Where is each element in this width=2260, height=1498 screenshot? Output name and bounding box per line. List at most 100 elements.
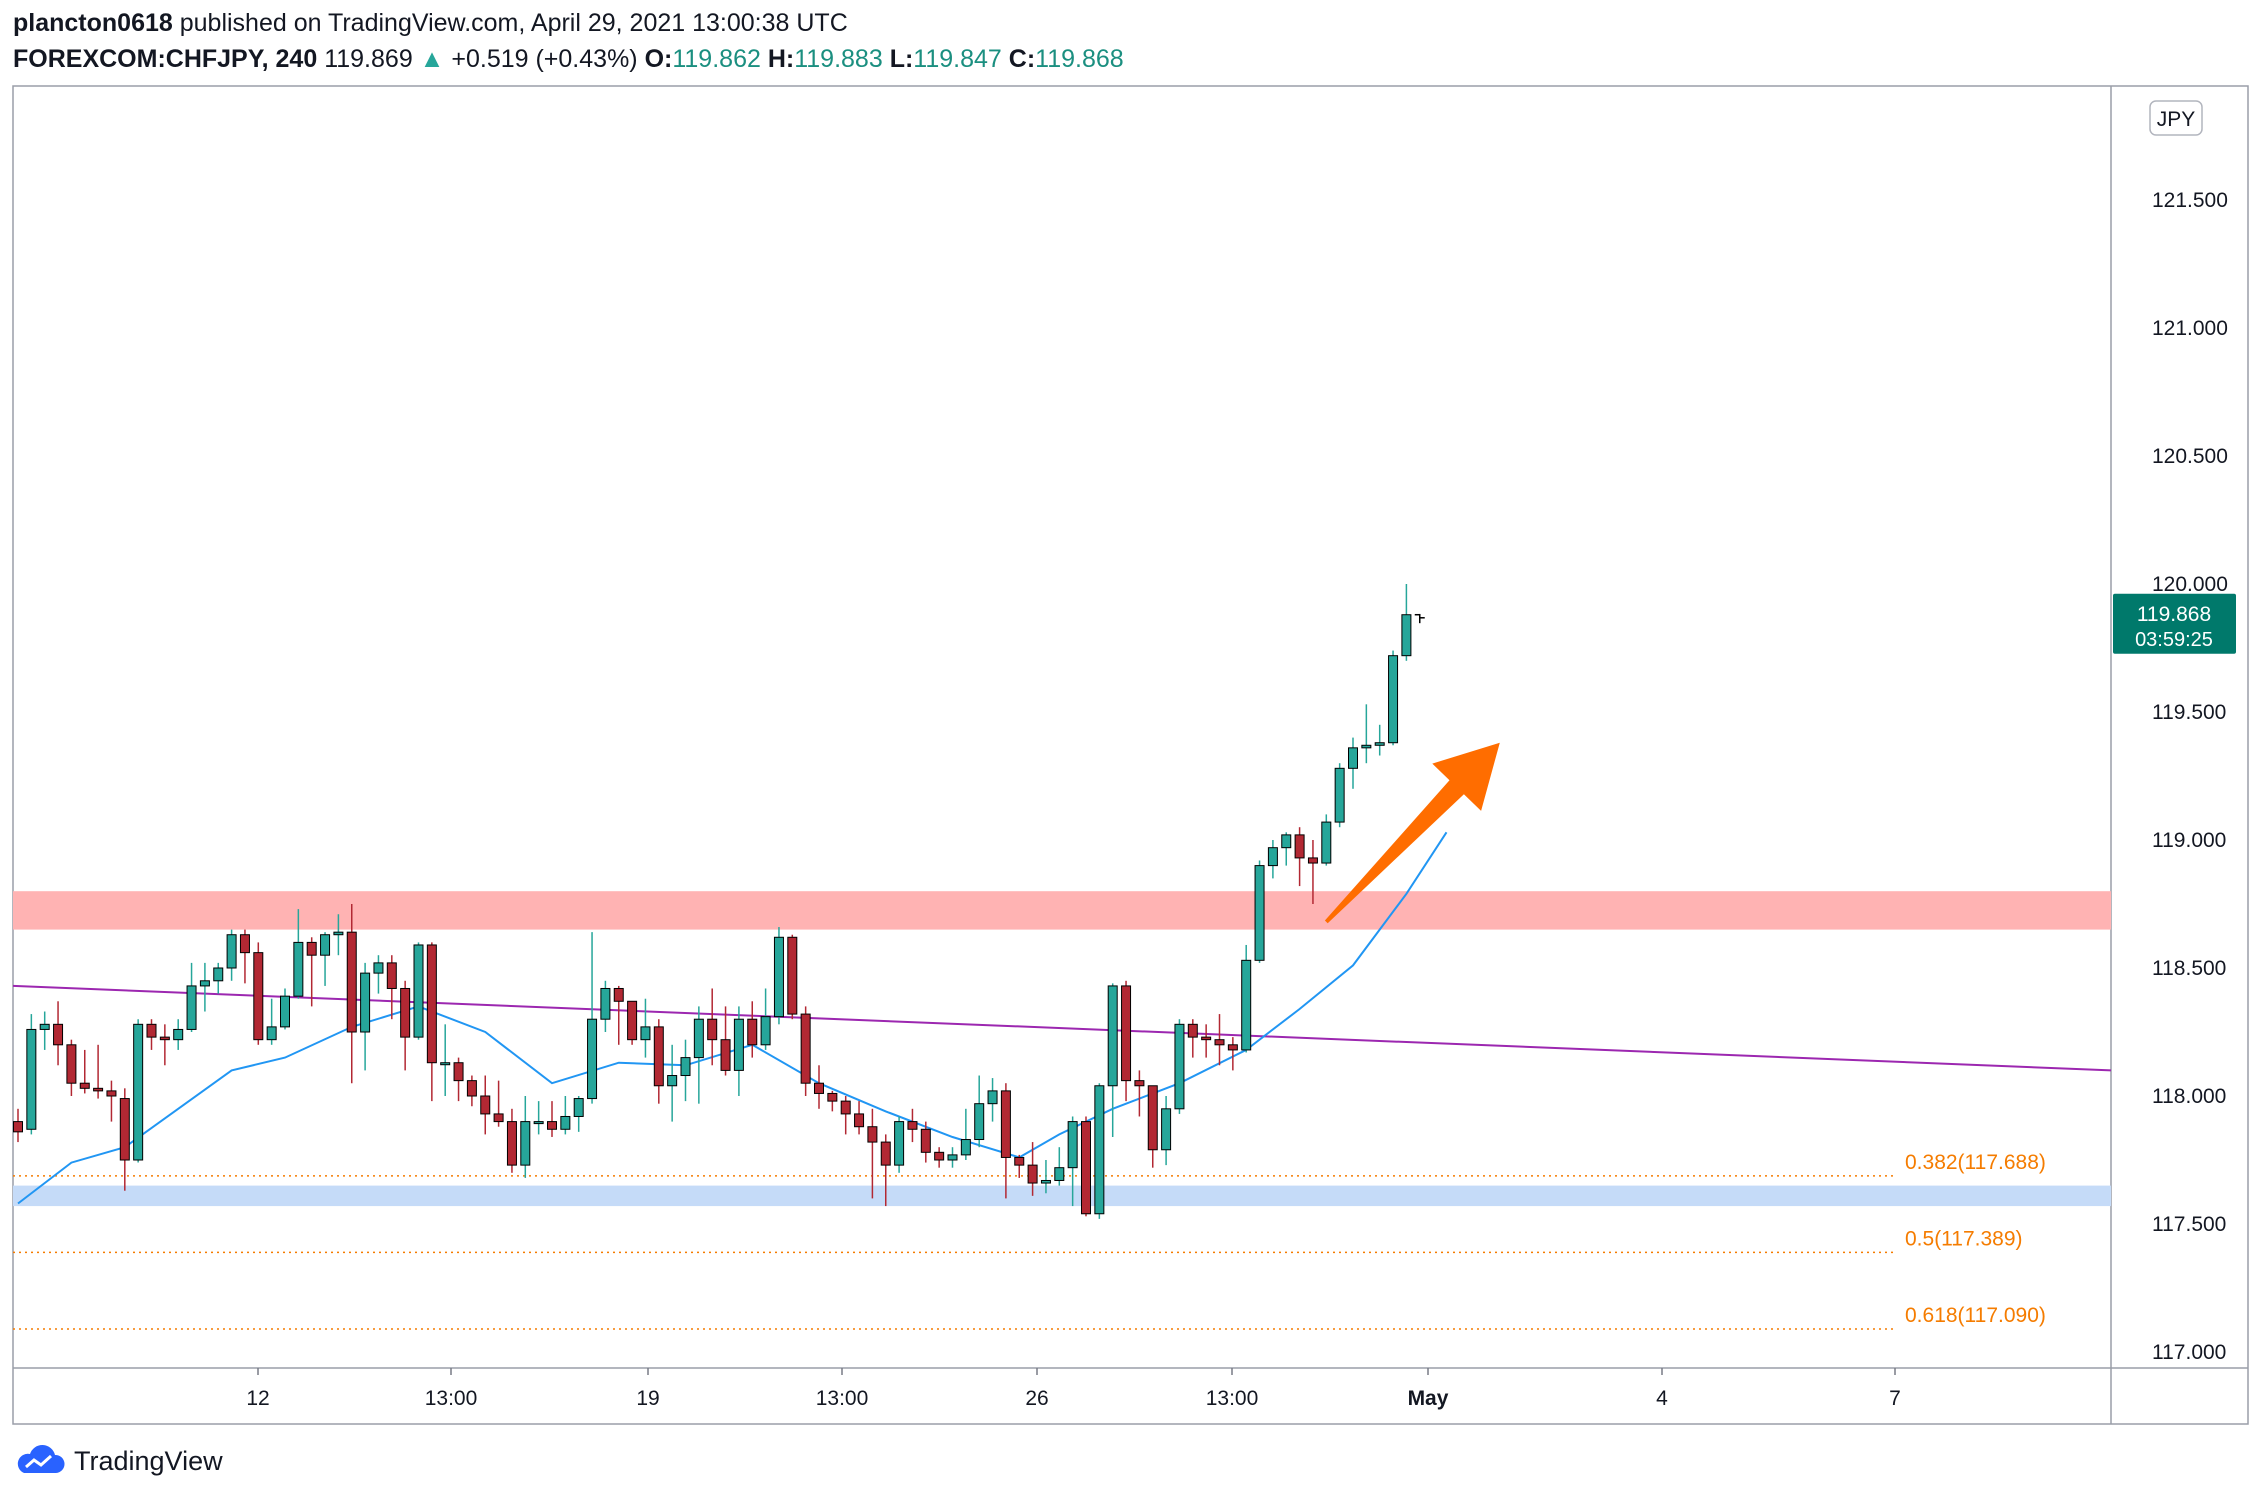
candle <box>667 1044 678 1122</box>
candle <box>280 988 290 1030</box>
candle <box>480 1075 491 1135</box>
candle <box>66 1039 77 1096</box>
candle <box>974 1075 985 1148</box>
candle <box>1040 1160 1051 1194</box>
candle <box>93 1044 104 1099</box>
price-tick-label: 120.500 <box>2152 445 2228 468</box>
fib-label: 0.5(117.389) <box>1905 1227 2023 1250</box>
price-tick-label: 121.000 <box>2152 317 2228 340</box>
last-price-badge-bg <box>2113 593 2236 654</box>
candle <box>293 909 304 999</box>
high-label: H: <box>767 45 795 73</box>
low-value: 119.847 <box>913 45 1002 73</box>
candle <box>733 1006 744 1096</box>
candle <box>547 1101 557 1137</box>
candle <box>533 1101 544 1135</box>
symbol-legend: FOREXCOM:CHFJPY, 240 119.869 ▲ +0.519 (+… <box>13 42 1124 76</box>
candle <box>587 932 598 1104</box>
time-tick-label: 13:00 <box>816 1387 869 1410</box>
price-tick-label: 117.500 <box>2152 1213 2226 1236</box>
price-tick-label: 119.500 <box>2152 701 2226 724</box>
trendline[interactable] <box>12 984 2112 1072</box>
candle <box>920 1121 931 1163</box>
time-tick-label: May <box>1408 1387 1449 1410</box>
candle <box>453 1057 464 1102</box>
candle <box>800 1006 811 1096</box>
close-label: C: <box>1008 45 1036 73</box>
candle <box>1361 704 1372 764</box>
candle <box>253 942 264 1045</box>
candle <box>1107 983 1118 1137</box>
candle <box>506 1108 517 1173</box>
fib-label: 0.618(117.090) <box>1905 1304 2046 1327</box>
fibonacci-levels: 0.382(117.688) 0.5(117.389) 0.618(117.090) <box>13 1151 2046 1330</box>
candle <box>1081 1116 1091 1217</box>
candle <box>346 904 357 1084</box>
close-value: 119.868 <box>1035 45 1124 73</box>
time-tick-label: 13:00 <box>425 1387 478 1410</box>
time-axis[interactable]: 12 13:00 19 13:00 26 13:00 May 4 7 <box>246 1368 1901 1410</box>
candlestick-series <box>13 584 1425 1219</box>
time-tick-label: 12 <box>246 1387 269 1410</box>
tradingview-logo[interactable]: TradingView <box>12 1441 223 1481</box>
candle <box>320 932 331 986</box>
candle <box>1307 840 1318 904</box>
time-tick-label: 4 <box>1656 1387 1668 1410</box>
candle <box>827 1090 838 1112</box>
candle <box>960 1108 971 1160</box>
low-label: L: <box>889 45 914 73</box>
candle <box>934 1147 945 1168</box>
price-tick-label: 120.000 <box>2152 573 2228 596</box>
candle <box>1401 584 1412 661</box>
candle <box>79 1049 90 1094</box>
candle <box>1241 944 1252 1053</box>
candle <box>773 927 784 1025</box>
candle <box>493 1080 504 1127</box>
bar-countdown: 03:59:25 <box>2135 629 2213 651</box>
price-tick-label: 119.000 <box>2152 829 2226 852</box>
candle <box>560 1096 571 1135</box>
candle <box>787 934 798 1020</box>
candle <box>333 914 344 956</box>
candle <box>720 1006 731 1076</box>
candle <box>373 955 384 994</box>
candle <box>426 942 437 1102</box>
candle <box>26 1014 37 1135</box>
candle <box>306 937 317 1007</box>
candle <box>1334 763 1345 828</box>
candle <box>386 955 397 1020</box>
candle <box>213 962 224 994</box>
candle <box>1147 1085 1158 1168</box>
tradingview-cloud-icon <box>17 1445 65 1473</box>
candle <box>854 1101 865 1135</box>
price-change: +0.519 (+0.43%) <box>451 45 638 73</box>
candle <box>173 1019 184 1050</box>
candle <box>520 1096 531 1178</box>
candle <box>1201 1024 1212 1058</box>
candle <box>146 1019 157 1050</box>
time-tick-label: 26 <box>1025 1387 1048 1410</box>
candle <box>840 1096 851 1135</box>
candle <box>1134 1070 1145 1117</box>
publisher-username[interactable]: plancton0618 <box>13 9 173 37</box>
candle <box>627 1000 638 1045</box>
fib-label: 0.382(117.688) <box>1905 1151 2046 1174</box>
currency-badge[interactable] <box>2149 100 2203 136</box>
candle <box>39 1011 50 1050</box>
candle <box>707 988 718 1066</box>
candle <box>119 1088 130 1191</box>
resistance-zone <box>13 891 2111 930</box>
symbol-title[interactable]: FOREXCOM:CHFJPY, 240 <box>13 45 318 73</box>
candle <box>1267 840 1278 879</box>
candle <box>1294 827 1305 887</box>
candle <box>1054 1147 1065 1186</box>
candle <box>1321 814 1332 866</box>
orange-arrow-annotation[interactable] <box>1324 742 1500 924</box>
candle <box>600 980 611 1032</box>
publish-info-text: published on TradingView.com, April 29, … <box>179 9 848 37</box>
price-axis[interactable]: 121.500 121.000 120.500 120.000 119.500 119.0… <box>2152 189 2228 1364</box>
candle <box>880 1134 891 1207</box>
candle <box>440 1024 451 1096</box>
support-zone <box>13 1185 2111 1207</box>
